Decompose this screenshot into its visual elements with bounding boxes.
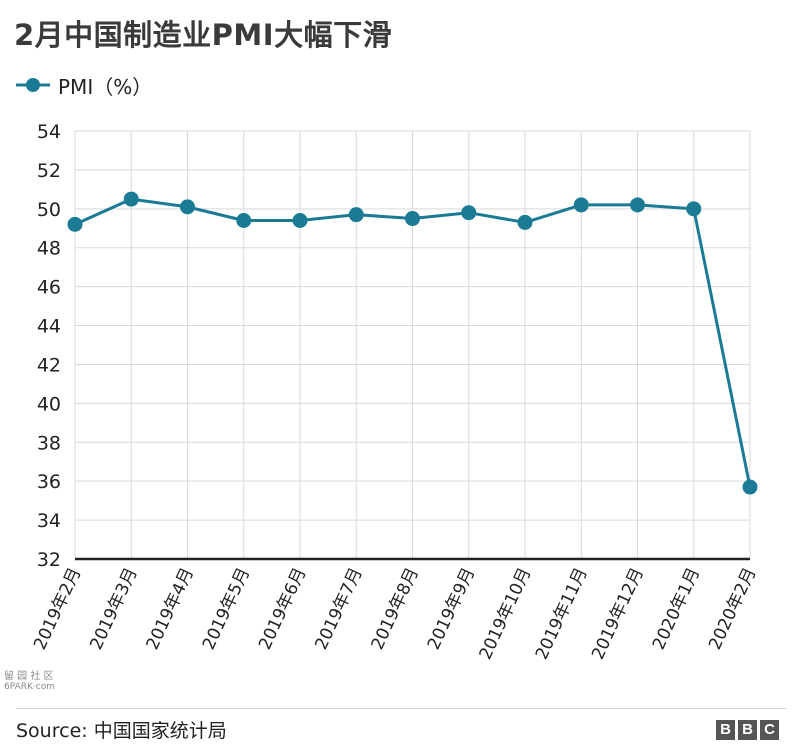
y-tick-label: 44 [37, 316, 61, 338]
y-tick-label: 32 [37, 549, 61, 571]
x-tick-label: 2019年6月 [255, 565, 310, 653]
data-point [292, 212, 308, 228]
x-tick-label: 2019年7月 [311, 565, 366, 653]
data-point [630, 197, 645, 213]
watermark: 留 园 社 区 6PARK·com [4, 671, 55, 693]
data-point [573, 197, 589, 213]
x-tick-label: 2019年4月 [143, 565, 198, 653]
y-tick-label: 36 [37, 471, 61, 493]
y-tick-label: 48 [37, 238, 61, 260]
data-point [686, 201, 702, 217]
data-point [236, 212, 252, 228]
x-tick-label: 2019年11月 [532, 565, 592, 663]
x-tick-label: 2019年9月 [424, 565, 479, 653]
x-tick-label: 2019年5月 [199, 565, 254, 653]
y-tick-label: 42 [37, 354, 61, 376]
data-point [405, 211, 420, 227]
y-tick-label: 54 [37, 121, 61, 143]
data-point [180, 199, 195, 215]
x-tick-label: 2019年3月 [86, 565, 141, 653]
y-tick-label: 46 [37, 277, 61, 299]
x-tick-label: 2019年8月 [368, 565, 423, 653]
bbc-logo: B B C [716, 720, 779, 740]
data-point [461, 205, 477, 221]
legend-label: PMI（%） [58, 74, 153, 99]
bbc-logo-letter: B [738, 720, 757, 740]
x-tick-label: 2019年12月 [588, 565, 648, 663]
x-tick-label: 2020年2月 [705, 565, 760, 653]
bbc-logo-letter: B [716, 720, 735, 740]
data-point [123, 191, 139, 207]
x-tick-label: 2020年1月 [649, 565, 704, 653]
footer-divider [16, 708, 786, 709]
y-tick-label: 34 [37, 510, 61, 532]
legend: PMI（%） [16, 72, 153, 99]
y-tick-label: 38 [37, 432, 61, 454]
data-point [517, 214, 533, 230]
watermark-bottom: 6PARK·com [4, 682, 55, 692]
y-tick-label: 52 [37, 160, 61, 182]
watermark-top: 留 园 社 区 [4, 671, 54, 682]
x-tick-label: 2019年2月 [30, 565, 85, 653]
data-point [67, 216, 83, 232]
legend-marker-icon [16, 78, 50, 92]
y-tick-label: 50 [37, 199, 61, 221]
y-tick-label: 40 [37, 393, 61, 415]
data-point [348, 207, 364, 223]
data-point [742, 479, 758, 495]
bbc-logo-letter: C [760, 720, 779, 740]
source-text: Source: 中国国家统计局 [16, 720, 227, 742]
chart-title: 2月中国制造业PMI大幅下滑 [14, 18, 393, 52]
x-tick-label: 2019年10月 [476, 565, 536, 663]
